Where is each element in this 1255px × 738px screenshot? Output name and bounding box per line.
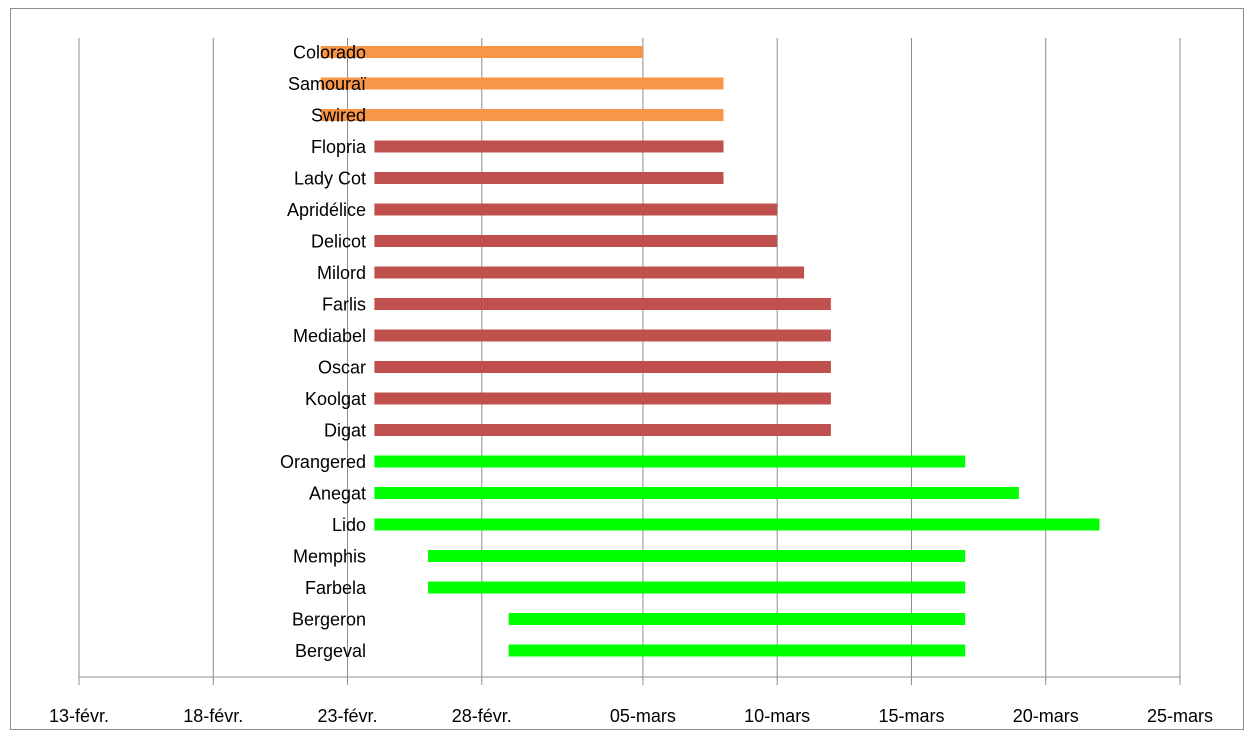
category-label: Koolgat	[305, 389, 366, 409]
x-tick-label: 23-févr.	[318, 706, 378, 726]
category-label: Swired	[311, 106, 366, 126]
category-label: Oscar	[318, 358, 366, 378]
bar	[374, 361, 831, 373]
category-label: Lido	[332, 515, 366, 535]
bar	[428, 550, 966, 562]
category-label: Memphis	[293, 547, 366, 567]
bar	[374, 235, 778, 247]
bar	[374, 455, 966, 468]
category-label: Anegat	[309, 484, 366, 504]
category-label: Bergeron	[292, 610, 366, 630]
category-label: Digat	[324, 421, 366, 441]
x-tick-label: 18-févr.	[183, 706, 243, 726]
bar	[374, 298, 831, 310]
x-tick-label: 20-mars	[1013, 706, 1079, 726]
bar	[374, 140, 724, 153]
category-label: Farbela	[305, 578, 367, 598]
category-label: Farlis	[322, 295, 366, 315]
category-label: Mediabel	[293, 326, 366, 346]
bar	[374, 424, 831, 436]
category-label: Orangered	[280, 452, 366, 472]
category-label: Milord	[317, 263, 366, 283]
category-label: Flopria	[311, 137, 367, 157]
bar	[374, 392, 831, 405]
x-tick-label: 05-mars	[610, 706, 676, 726]
category-label: Samouraï	[288, 74, 366, 94]
bar	[374, 487, 1019, 499]
bar	[320, 46, 643, 58]
bar	[508, 644, 966, 657]
x-tick-label: 25-mars	[1147, 706, 1213, 726]
bar	[374, 518, 1100, 531]
x-tick-label: 10-mars	[744, 706, 810, 726]
bar	[374, 329, 831, 342]
bar	[428, 581, 966, 594]
category-label: Lady Cot	[294, 169, 366, 189]
bar	[374, 266, 805, 279]
category-label: Bergeval	[295, 641, 366, 661]
x-tick-label: 13-févr.	[49, 706, 109, 726]
bar	[374, 172, 724, 184]
category-labels: Colorado Samouraï Swired Flopria Lady Cot Apr…	[280, 43, 367, 662]
category-label: Delicot	[311, 232, 366, 252]
bar	[508, 613, 966, 625]
bar	[374, 203, 778, 216]
x-axis-tick-labels: 13-févr. 18-févr. 23-févr. 28-févr. 05-mars 1…	[49, 706, 1213, 726]
bars	[320, 46, 1100, 657]
bar	[320, 77, 724, 90]
category-label: Colorado	[293, 43, 366, 63]
gridlines	[78, 38, 1181, 685]
x-tick-label: 28-févr.	[452, 706, 512, 726]
bar	[320, 109, 724, 121]
category-label: Apridélice	[287, 200, 366, 220]
x-tick-label: 15-mars	[878, 706, 944, 726]
